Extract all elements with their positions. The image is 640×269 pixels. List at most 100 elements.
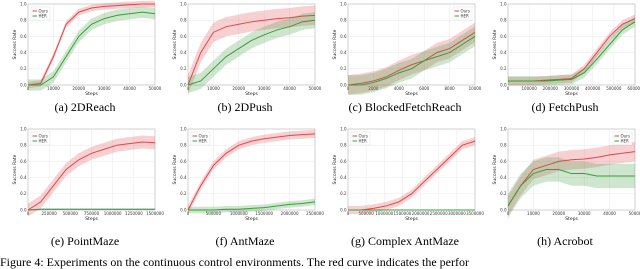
y-tick-label: 0.4 [500,50,507,55]
y-tick-label: 0.4 [20,175,27,180]
band [508,16,635,86]
y-axis-label: Success Rate [172,154,178,184]
y-tick-label: 1.0 [180,1,187,6]
x-tick-label: 1000000 [230,211,248,216]
x-tick-label: 500000 [206,211,222,216]
y-tick-label: 0.6 [500,34,507,39]
x-tick-label: 400000 [585,86,601,91]
y-tick-label: 0.0 [500,82,507,87]
line [348,140,476,211]
x-axis-label: Steps [245,216,258,222]
y-tick-label: 0.0 [500,207,507,212]
band [28,6,155,91]
x-tick-label: 1500000 [255,211,273,216]
legend-label: HER [39,13,48,18]
y-tick-label: 0.0 [20,82,27,87]
y-tick-label: 0.4 [20,50,27,55]
y-tick-label: 0.6 [20,34,27,39]
x-tick-label: 40000 [123,86,136,91]
x-tick-label: 20000 [232,86,245,91]
line [187,133,316,211]
legend [30,6,51,21]
legend-label: Ours [359,133,368,138]
x-tick-label: 2000000 [281,211,299,216]
y-tick-label: 1.0 [500,1,507,6]
x-tick-label: 0 [507,86,510,91]
line [507,151,636,207]
x-tick-label: 6000 [419,86,430,91]
band [508,14,635,86]
x-tick-label: 0 [347,211,350,216]
x-tick-label: 2500000 [306,211,324,216]
y-tick-label: 0.0 [20,207,27,212]
x-tick-label: 500000 [606,86,622,91]
x-tick-label: 10000 [207,86,220,91]
y-tick-label: 0.2 [180,191,187,196]
x-tick-label: 200000 [543,86,559,91]
y-axis-label: Success Rate [332,154,338,184]
y-axis-label: Success Rate [492,29,498,59]
x-tick-label: 20000 [72,86,85,91]
y-tick-label: 0.4 [340,50,347,55]
y-axis-label: Success Rate [332,29,338,59]
y-tick-label: 1.0 [20,126,27,131]
x-tick-label: 0 [507,211,510,216]
x-tick-label: 1000000 [375,211,393,216]
band [188,5,315,95]
line [348,35,476,86]
x-tick-label: 2000000 [412,211,430,216]
y-tick-label: 0.2 [340,191,347,196]
panel-caption: (g) Complex AntMaze [351,234,459,248]
x-tick-label: 0 [187,86,190,91]
x-tick-label: 30000 [258,86,271,91]
x-tick-label: 1500000 [394,211,412,216]
panel-caption: (e) PointMaze [51,234,119,248]
y-tick-label: 0.0 [340,82,347,87]
x-tick-label: 0 [347,86,350,91]
y-tick-label: 0.8 [180,143,187,148]
panel-caption: (d) FetchPush [532,100,599,114]
panel-caption: (a) 2DReach [55,100,116,114]
x-tick-label: 30000 [578,211,591,216]
y-tick-label: 0.6 [180,34,187,39]
y-tick-label: 1.0 [180,126,187,131]
y-tick-label: 0.8 [500,143,507,148]
x-axis-label: Steps [85,216,98,222]
x-tick-label: 300000 [564,86,580,91]
y-tick-label: 0.8 [500,18,507,23]
y-tick-label: 0.4 [340,175,347,180]
x-tick-label: 10000 [469,86,482,91]
legend [190,131,211,146]
band [28,135,155,217]
legend-label: HER [39,138,48,143]
line [187,14,316,86]
figure-caption: Figure 4: Experiments on the continuous … [0,255,469,269]
x-tick-label: 10000 [47,86,60,91]
legend-label: HER [359,138,368,143]
x-axis-label: Steps [565,216,578,222]
x-tick-label: 50000 [629,211,640,216]
y-axis-label: Success Rate [172,29,178,59]
panel-caption: (b) 2DPush [217,100,272,114]
x-tick-label: 3000000 [448,211,466,216]
x-tick-label: 20000 [552,211,565,216]
legend-label: Ours [199,133,208,138]
line [347,31,476,86]
legend-label: Ours [461,8,470,13]
y-tick-label: 0.2 [500,66,507,71]
line [187,19,316,86]
x-tick-label: 40000 [283,86,296,91]
y-tick-label: 0.0 [180,207,187,212]
y-axis-label: Success Rate [12,154,18,184]
legend-label: HER [199,138,208,143]
legend [30,131,51,146]
x-tick-label: 0 [27,211,30,216]
band [508,141,635,216]
x-tick-label: 40000 [603,211,616,216]
panel-caption: (h) Acrobot [537,234,593,248]
y-tick-label: 0.8 [340,143,347,148]
x-tick-label: 30000 [98,86,111,91]
x-tick-label: 750000 [84,211,100,216]
line [28,11,156,86]
